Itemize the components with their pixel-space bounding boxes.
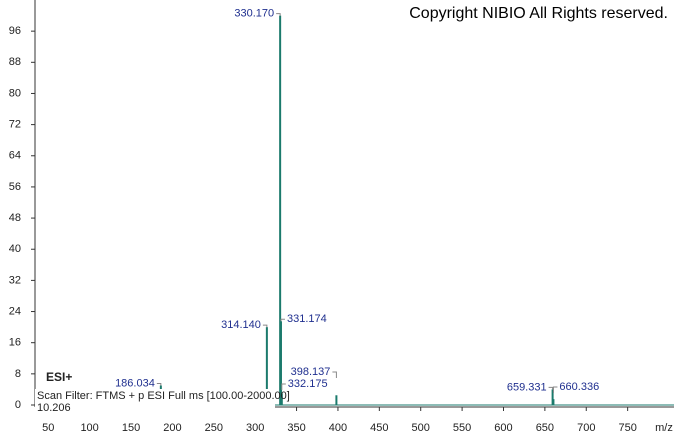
label-connector xyxy=(552,386,558,393)
x-tick-label: 700 xyxy=(577,422,595,434)
scan-filter: Scan Filter: FTMS + p ESI Full ms [100.0… xyxy=(37,390,290,402)
peak-label: 330.170 xyxy=(234,7,274,19)
y-tick-label: 72 xyxy=(9,119,21,131)
peak-label: 314.140 xyxy=(221,319,261,331)
y-tick-label: 80 xyxy=(9,87,21,99)
y-tick-label: 88 xyxy=(9,56,21,68)
label-connector xyxy=(276,13,281,16)
label-connector xyxy=(280,318,285,322)
y-tick-label: 64 xyxy=(9,150,21,162)
x-tick-label: 450 xyxy=(370,422,388,434)
x-tick-label: 150 xyxy=(122,422,140,434)
retention-time: 10.206 xyxy=(37,402,71,414)
x-tick-label: 300 xyxy=(246,422,264,434)
x-tick-label: 50 xyxy=(42,422,54,434)
x-tick-label: 250 xyxy=(205,422,223,434)
y-tick-label: 8 xyxy=(15,368,21,380)
y-tick-label: 96 xyxy=(9,25,21,37)
y-tick-label: 48 xyxy=(9,212,21,224)
peak-label: 331.174 xyxy=(287,313,327,325)
x-tick-label: 400 xyxy=(329,422,347,434)
x-tick-label: 200 xyxy=(163,422,181,434)
peak-label: 398.137 xyxy=(291,366,331,378)
y-tick-label: 16 xyxy=(9,337,21,349)
y-tick-label: 32 xyxy=(9,274,21,286)
peak-label: 659.331 xyxy=(507,381,547,393)
y-tick-label: 0 xyxy=(15,399,21,411)
x-tick-label: 600 xyxy=(494,422,512,434)
label-connector xyxy=(548,386,554,390)
x-tick-label: 550 xyxy=(453,422,471,434)
label-connector xyxy=(281,383,286,390)
y-tick-label: 24 xyxy=(9,305,21,317)
label-connector xyxy=(332,371,337,378)
peak-label: 186.034 xyxy=(115,377,155,389)
ionization: ESI+ xyxy=(46,370,72,384)
copyright: Copyright NIBIO All Rights reserved. xyxy=(409,5,668,22)
label-connector xyxy=(156,383,162,386)
x-tick-label: 650 xyxy=(536,422,554,434)
x-tick-label: 350 xyxy=(287,422,305,434)
x-tick-label: 100 xyxy=(80,422,98,434)
info-bg xyxy=(35,389,275,413)
x-tick-label: 500 xyxy=(412,422,430,434)
y-tick-label: 56 xyxy=(9,181,21,193)
y-tick-label: 40 xyxy=(9,243,21,255)
x-tick-label: 750 xyxy=(618,422,636,434)
peak-label: 660.336 xyxy=(559,381,599,393)
peak-label: 332.175 xyxy=(288,378,328,390)
label-connector xyxy=(262,324,268,328)
x-axis-label: m/z xyxy=(655,422,673,434)
